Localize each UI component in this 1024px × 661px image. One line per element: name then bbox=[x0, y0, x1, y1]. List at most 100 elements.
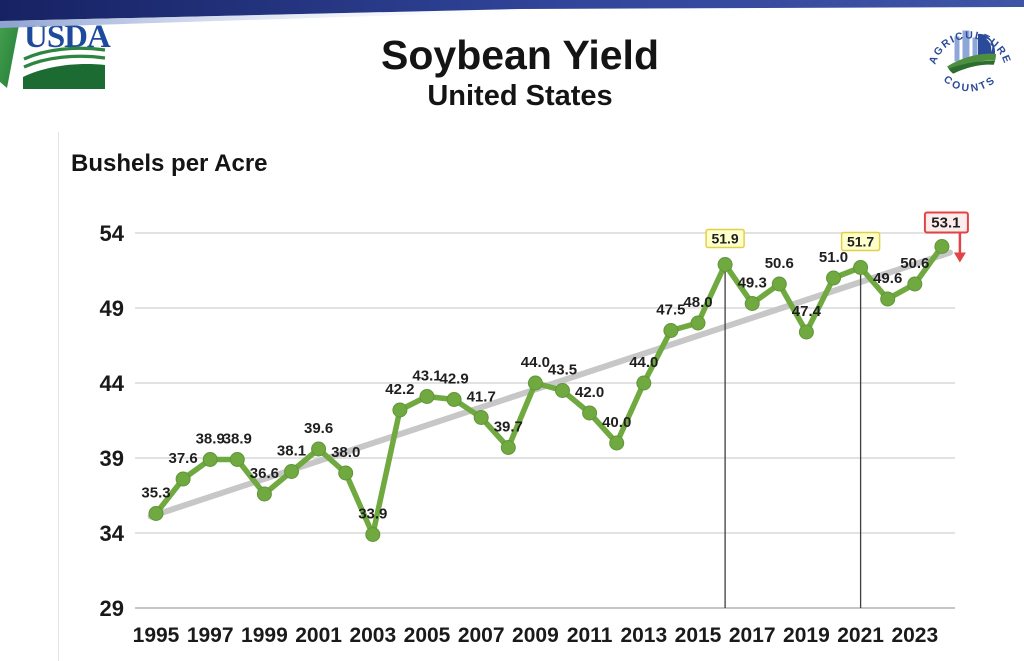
data-point-2016 bbox=[717, 257, 733, 272]
page-title-block: Soybean Yield United States bbox=[381, 32, 659, 113]
nass-logo: AGRICULTURE COUNTS bbox=[926, 12, 1014, 105]
slide-edge-line bbox=[58, 132, 59, 661]
x-tick-1999: 1999 bbox=[241, 624, 288, 647]
data-point-2002 bbox=[338, 465, 354, 481]
data-label-2007: 41.7 bbox=[467, 389, 496, 406]
nass-crescent bbox=[985, 38, 993, 52]
data-label-2009: 44.0 bbox=[521, 354, 550, 371]
data-label-2018: 50.6 bbox=[765, 255, 794, 272]
data-point-2005 bbox=[419, 389, 435, 404]
y-tick-49: 49 bbox=[100, 296, 124, 321]
x-tick-2017: 2017 bbox=[729, 624, 776, 647]
data-label-2017: 49.3 bbox=[738, 275, 767, 292]
data-point-2011 bbox=[582, 405, 598, 421]
data-label-2024: 53.1 bbox=[931, 215, 960, 232]
data-label-2014: 47.5 bbox=[656, 302, 685, 319]
x-tick-2013: 2013 bbox=[620, 624, 667, 647]
data-label-2012: 40.0 bbox=[602, 414, 631, 431]
data-label-2000: 38.1 bbox=[277, 443, 306, 460]
data-label-2001: 39.6 bbox=[304, 420, 333, 437]
data-label-1998: 38.9 bbox=[223, 431, 252, 448]
data-label-2016: 51.9 bbox=[711, 231, 738, 247]
data-point-2001 bbox=[311, 441, 327, 457]
y-tick-39: 39 bbox=[100, 446, 124, 471]
y-axis-title: Bushels per Acre bbox=[71, 150, 268, 177]
data-label-1995: 35.3 bbox=[141, 485, 170, 502]
forecast-arrow-head bbox=[953, 252, 966, 263]
x-tick-1995: 1995 bbox=[133, 624, 180, 647]
nass-logo-graphic: AGRICULTURE COUNTS bbox=[927, 12, 1013, 98]
highlight-box-2021 bbox=[840, 231, 881, 252]
data-label-1996: 37.6 bbox=[168, 450, 197, 467]
usda-swoosh bbox=[23, 46, 106, 89]
x-tick-2023: 2023 bbox=[891, 624, 938, 647]
data-point-2018 bbox=[771, 276, 787, 292]
data-point-2023 bbox=[907, 276, 923, 292]
yield-line bbox=[153, 243, 945, 538]
nass-swoosh-green bbox=[944, 53, 996, 76]
data-label-2006: 42.9 bbox=[439, 371, 468, 388]
data-point-2015 bbox=[690, 315, 706, 331]
x-tick-2011: 2011 bbox=[567, 624, 613, 647]
y-tick-44: 44 bbox=[100, 371, 125, 396]
x-tick-2001: 2001 bbox=[295, 624, 342, 647]
data-point-2012 bbox=[609, 435, 625, 451]
y-tick-54: 54 bbox=[100, 221, 125, 246]
data-point-2020 bbox=[826, 270, 841, 286]
data-label-2010: 43.5 bbox=[548, 362, 577, 379]
data-label-2005: 43.1 bbox=[412, 368, 441, 385]
data-point-1998 bbox=[229, 452, 245, 467]
y-tick-34: 34 bbox=[100, 521, 125, 546]
data-label-2019: 47.4 bbox=[792, 303, 822, 320]
x-tick-2021: 2021 bbox=[837, 624, 884, 647]
nass-swoosh-dark bbox=[944, 60, 996, 76]
data-point-2024 bbox=[934, 239, 950, 254]
x-tick-2003: 2003 bbox=[349, 624, 396, 647]
data-label-2020: 51.0 bbox=[819, 249, 848, 266]
highlight-box-2016 bbox=[705, 228, 745, 249]
data-point-2021 bbox=[853, 260, 869, 275]
data-label-1997: 38.9 bbox=[196, 431, 225, 448]
data-point-1997 bbox=[202, 452, 218, 467]
data-point-1996 bbox=[175, 471, 191, 487]
data-label-2003: 33.9 bbox=[358, 506, 387, 523]
data-point-1995 bbox=[148, 506, 164, 521]
data-label-2015: 48.0 bbox=[683, 294, 712, 311]
data-point-2013 bbox=[636, 375, 652, 391]
page-subtitle: United States bbox=[427, 80, 613, 113]
nass-dome-shape bbox=[978, 33, 995, 60]
data-point-2017 bbox=[744, 296, 760, 311]
data-point-2010 bbox=[555, 383, 570, 398]
banner-wedge bbox=[0, 0, 1024, 21]
x-tick-2009: 2009 bbox=[512, 624, 559, 647]
data-label-2004: 42.2 bbox=[385, 381, 414, 398]
data-label-2008: 39.7 bbox=[494, 419, 523, 436]
banner-stripe bbox=[0, 9, 560, 28]
page-title: Soybean Yield bbox=[381, 32, 659, 78]
data-point-2004 bbox=[392, 402, 408, 418]
data-point-2006 bbox=[446, 392, 462, 407]
top-banner bbox=[0, 0, 1024, 28]
data-point-2019 bbox=[798, 324, 814, 340]
data-label-2021: 51.7 bbox=[847, 234, 874, 250]
data-label-2002: 38.0 bbox=[331, 444, 360, 461]
x-tick-1997: 1997 bbox=[187, 624, 234, 647]
data-label-2022: 49.6 bbox=[873, 270, 902, 287]
data-point-2008 bbox=[500, 440, 516, 455]
y-tick-29: 29 bbox=[100, 596, 124, 621]
data-label-2013: 44.0 bbox=[629, 354, 658, 371]
x-tick-2019: 2019 bbox=[783, 624, 830, 647]
data-label-1999: 36.6 bbox=[250, 465, 279, 482]
x-tick-2005: 2005 bbox=[404, 624, 451, 647]
forecast-box-2024 bbox=[923, 211, 969, 234]
data-label-2023: 50.6 bbox=[900, 255, 929, 272]
data-point-2009 bbox=[527, 375, 543, 391]
data-point-2022 bbox=[880, 291, 896, 307]
x-tick-2007: 2007 bbox=[458, 624, 505, 647]
data-label-2011: 42.0 bbox=[575, 384, 604, 401]
data-point-2014 bbox=[663, 323, 679, 338]
data-point-2000 bbox=[284, 464, 299, 479]
x-tick-2015: 2015 bbox=[675, 624, 722, 647]
